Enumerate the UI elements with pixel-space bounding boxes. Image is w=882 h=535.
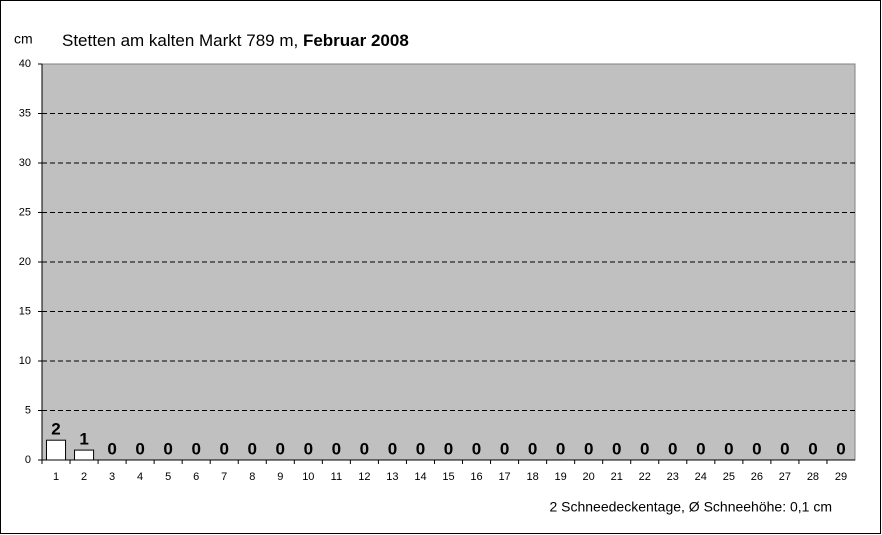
data-label: 0 bbox=[556, 439, 565, 458]
data-label: 0 bbox=[584, 439, 593, 458]
y-tick-label: 0 bbox=[25, 454, 31, 466]
x-tick-label: 19 bbox=[555, 471, 567, 483]
bar bbox=[45, 439, 67, 461]
data-label: 0 bbox=[163, 439, 172, 458]
data-label: 0 bbox=[500, 439, 509, 458]
x-tick-label: 28 bbox=[807, 471, 819, 483]
x-tick-label: 1 bbox=[53, 471, 59, 483]
bar bbox=[74, 449, 95, 461]
data-label: 0 bbox=[472, 439, 481, 458]
x-tick-label: 13 bbox=[386, 471, 398, 483]
data-label: 0 bbox=[836, 439, 845, 458]
x-tick-label: 21 bbox=[611, 471, 623, 483]
y-tick-label: 10 bbox=[19, 355, 31, 367]
y-tick-label: 20 bbox=[19, 256, 31, 268]
x-tick-label: 18 bbox=[526, 471, 538, 483]
x-tick-label: 14 bbox=[414, 471, 426, 483]
x-tick-label: 2 bbox=[81, 471, 87, 483]
y-tick-label: 30 bbox=[19, 157, 31, 169]
x-tick-label: 26 bbox=[751, 471, 763, 483]
data-label: 0 bbox=[752, 439, 761, 458]
data-label: 0 bbox=[528, 439, 537, 458]
plot-area bbox=[41, 63, 856, 461]
data-label: 0 bbox=[304, 439, 313, 458]
data-label: 0 bbox=[388, 439, 397, 458]
title-text: Stetten am kalten Markt 789 m, bbox=[62, 31, 298, 50]
data-label: 0 bbox=[219, 439, 228, 458]
x-tick-label: 23 bbox=[667, 471, 679, 483]
data-label: 0 bbox=[276, 439, 285, 458]
data-label: 0 bbox=[696, 439, 705, 458]
x-tick-label: 17 bbox=[498, 471, 510, 483]
y-tick-label: 35 bbox=[19, 107, 31, 119]
title-bold: Februar 2008 bbox=[303, 31, 409, 50]
x-tick-label: 6 bbox=[193, 471, 199, 483]
y-tick-label: 40 bbox=[19, 58, 31, 70]
x-tick-label: 25 bbox=[723, 471, 735, 483]
data-label: 0 bbox=[724, 439, 733, 458]
x-tick-label: 24 bbox=[695, 471, 707, 483]
data-label: 0 bbox=[135, 439, 144, 458]
x-tick-label: 16 bbox=[470, 471, 482, 483]
y-axis-label: cm bbox=[14, 31, 33, 47]
y-tick-label: 25 bbox=[19, 206, 31, 218]
data-label: 1 bbox=[79, 430, 88, 449]
data-label: 0 bbox=[780, 439, 789, 458]
x-tick-label: 20 bbox=[583, 471, 595, 483]
data-label: 0 bbox=[444, 439, 453, 458]
data-label: 0 bbox=[107, 439, 116, 458]
chart-title: Stetten am kalten Markt 789 m, Februar 2… bbox=[62, 31, 409, 50]
x-tick-label: 12 bbox=[358, 471, 370, 483]
data-label: 0 bbox=[808, 439, 817, 458]
x-tick-label: 29 bbox=[835, 471, 847, 483]
y-tick-label: 5 bbox=[25, 404, 31, 416]
x-tick-label: 27 bbox=[779, 471, 791, 483]
x-tick-label: 9 bbox=[277, 471, 283, 483]
y-tick-label: 15 bbox=[19, 305, 31, 317]
x-tick-label: 11 bbox=[331, 471, 342, 483]
x-tick-label: 3 bbox=[109, 471, 115, 483]
x-tick-label: 8 bbox=[249, 471, 255, 483]
x-tick-label: 7 bbox=[221, 471, 227, 483]
x-tick-label: 5 bbox=[165, 471, 171, 483]
x-tick-label: 10 bbox=[302, 471, 314, 483]
data-label: 0 bbox=[360, 439, 369, 458]
data-label: 2 bbox=[51, 420, 60, 439]
data-label: 0 bbox=[612, 439, 621, 458]
x-tick-label: 15 bbox=[442, 471, 454, 483]
data-label: 0 bbox=[332, 439, 341, 458]
data-label: 0 bbox=[248, 439, 257, 458]
x-tick-label: 4 bbox=[137, 471, 143, 483]
data-label: 0 bbox=[640, 439, 649, 458]
data-label: 0 bbox=[416, 439, 425, 458]
footer-note: 2 Schneedeckentage, Ø Schneehöhe: 0,1 cm bbox=[549, 499, 832, 515]
x-tick-label: 22 bbox=[639, 471, 651, 483]
data-label: 0 bbox=[191, 439, 200, 458]
data-label: 0 bbox=[668, 439, 677, 458]
